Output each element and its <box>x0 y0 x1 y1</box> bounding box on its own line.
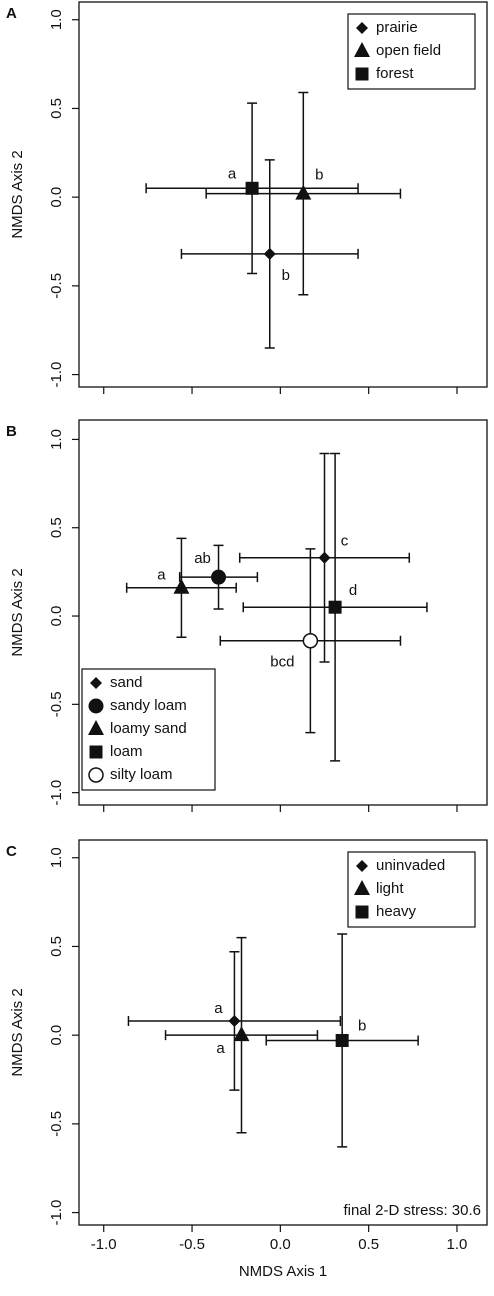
group-letter: b <box>315 167 323 184</box>
x-tick-label: 0.5 <box>358 1236 379 1253</box>
legend-marker <box>356 22 368 34</box>
legend-marker <box>354 880 370 895</box>
y-tick-label: 1.0 <box>48 9 65 30</box>
legend-marker <box>355 67 369 81</box>
panel-label: C <box>6 843 17 860</box>
legend-label: silty loam <box>110 766 173 783</box>
group-letter: a <box>214 1000 223 1017</box>
x-tick-label: -0.5 <box>179 1236 205 1253</box>
plot-frame <box>78 839 488 1226</box>
y-tick-label: -1.0 <box>48 362 65 388</box>
legend-label: loam <box>110 743 143 760</box>
group-letter: b <box>282 267 290 284</box>
panel-label: B <box>6 423 17 440</box>
legend-marker <box>88 767 104 783</box>
group-letter: c <box>341 533 349 550</box>
legend-label: open field <box>376 42 441 59</box>
legend-marker <box>354 42 370 57</box>
group-letter: bcd <box>270 654 294 671</box>
x-axis-label: NMDS Axis 1 <box>239 1263 327 1280</box>
marker-triangle <box>233 1026 250 1042</box>
group-letter: a <box>216 1040 225 1057</box>
y-tick-label: -0.5 <box>48 691 65 717</box>
panel: C NMDS Axis 2 -1.0 -0.5 0.0 0.5 1.0 -1.0 -0.5 0.0… <box>6 839 488 1280</box>
y-axis-label: NMDS Axis 2 <box>9 568 26 656</box>
marker-diamond <box>318 551 331 564</box>
panel: B NMDS Axis 2 -1.0 -0.5 0.0 0.5 1.0 c ab a d bcd san… <box>6 419 488 812</box>
x-tick-label: -1.0 <box>91 1236 117 1253</box>
legend-label: sand <box>110 674 143 691</box>
y-tick-label: -1.0 <box>48 1200 65 1226</box>
panel-label: A <box>6 5 17 22</box>
y-tick-label: 0.0 <box>48 187 65 208</box>
y-axis-label: NMDS Axis 2 <box>9 988 26 1076</box>
marker-circle <box>211 569 227 585</box>
marker-square <box>245 181 259 195</box>
marker-open-circle <box>302 633 319 649</box>
legend-label: light <box>376 880 404 897</box>
marker-diamond <box>228 1014 241 1027</box>
legend-frame <box>347 13 476 90</box>
marker-square <box>335 1033 349 1047</box>
y-tick-label: 0.5 <box>48 936 65 957</box>
legend-marker <box>355 905 369 919</box>
legend-label: loamy sand <box>110 720 187 737</box>
legend-frame <box>81 668 216 791</box>
y-tick-label: 0.5 <box>48 98 65 119</box>
y-tick-label: 0.5 <box>48 517 65 538</box>
y-axis-label: NMDS Axis 2 <box>9 150 26 238</box>
x-tick-label: 1.0 <box>447 1236 468 1253</box>
y-tick-label: 0.0 <box>48 1025 65 1046</box>
legend-marker <box>89 745 103 759</box>
legend-label: heavy <box>376 903 417 920</box>
legend-label: uninvaded <box>376 857 445 874</box>
legend-marker <box>88 720 104 735</box>
annotation: final 2-D stress: 30.6 <box>343 1202 481 1219</box>
y-tick-label: -1.0 <box>48 780 65 806</box>
legend-label: sandy loam <box>110 697 187 714</box>
marker-square <box>328 600 342 614</box>
legend-marker <box>90 677 102 689</box>
y-tick-label: 0.0 <box>48 606 65 627</box>
plot-frame <box>78 1 488 388</box>
y-tick-label: 1.0 <box>48 429 65 450</box>
y-tick-label: -0.5 <box>48 1111 65 1137</box>
group-letter: b <box>358 1017 366 1034</box>
legend-label: forest <box>376 65 414 82</box>
marker-triangle <box>173 578 190 594</box>
marker-diamond <box>263 247 276 260</box>
group-letter: a <box>157 567 166 584</box>
marker-triangle <box>295 184 312 200</box>
legend-marker <box>356 860 368 872</box>
y-tick-label: 1.0 <box>48 847 65 868</box>
panel: A NMDS Axis 2 -1.0 -0.5 0.0 0.5 1.0 b b a prairie o… <box>6 1 488 394</box>
y-tick-label: -0.5 <box>48 273 65 299</box>
group-letter: d <box>349 582 357 599</box>
legend-label: prairie <box>376 19 418 36</box>
plot-frame <box>78 419 488 806</box>
legend-marker <box>88 698 104 714</box>
legend-frame <box>347 851 476 928</box>
group-letter: a <box>228 165 237 182</box>
x-tick-label: 0.0 <box>270 1236 291 1253</box>
group-letter: ab <box>194 550 211 567</box>
